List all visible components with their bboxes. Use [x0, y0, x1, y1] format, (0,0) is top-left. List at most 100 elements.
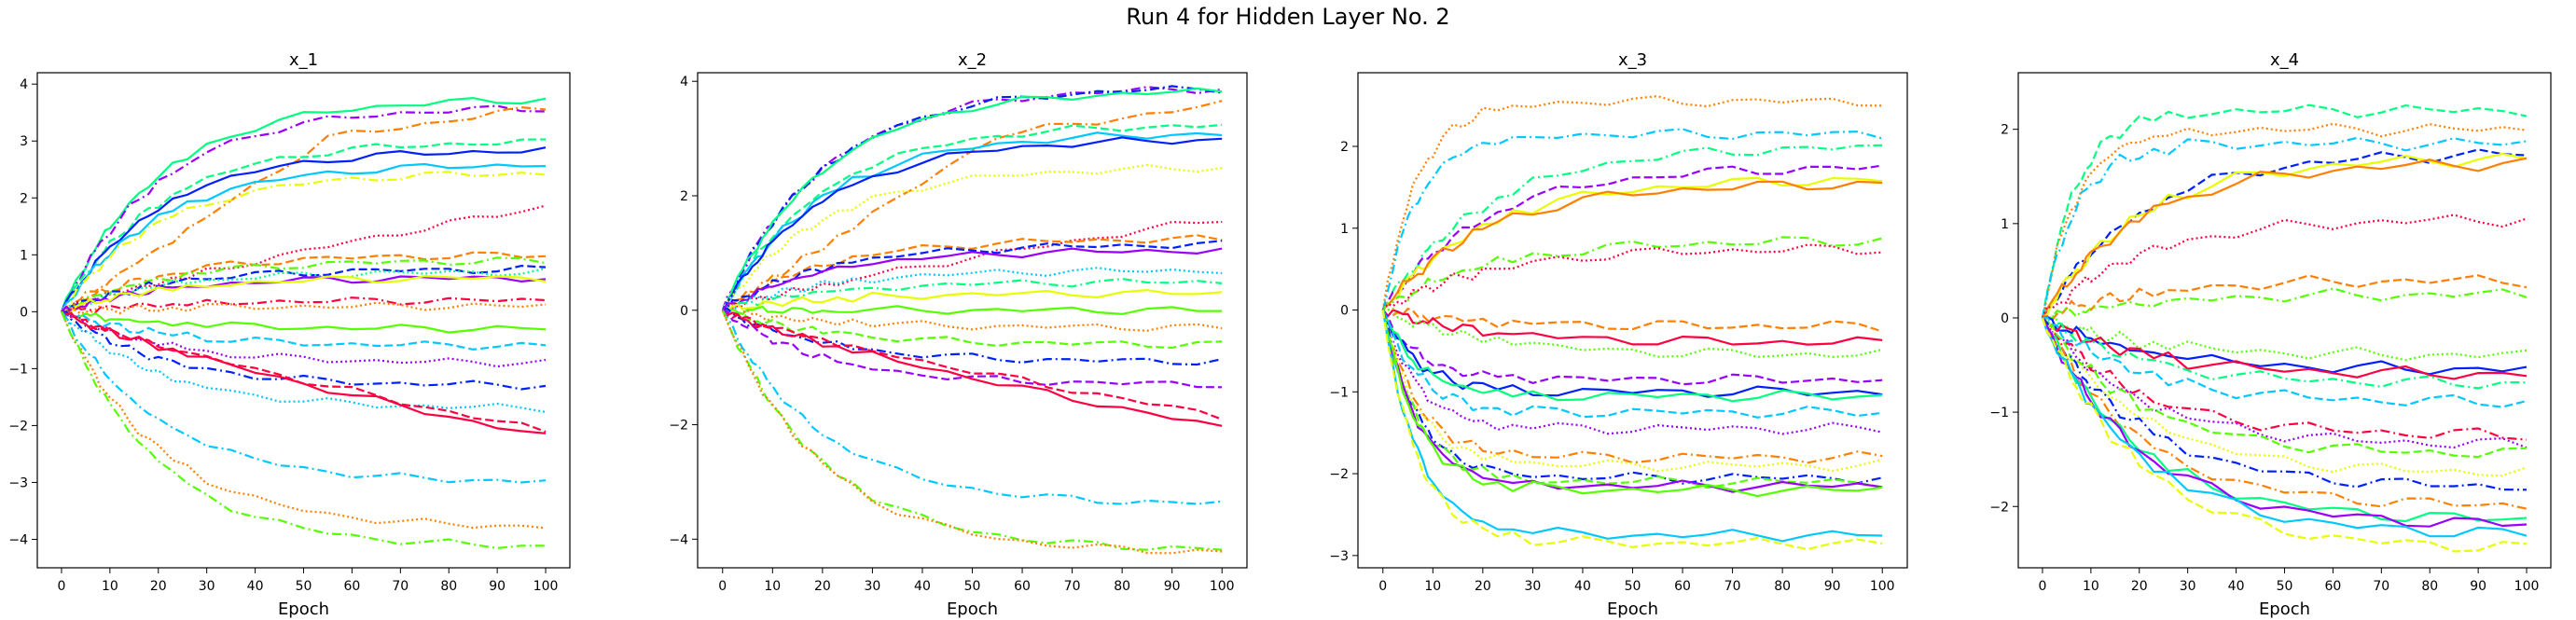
- figure-title: Run 4 for Hidden Layer No. 2: [1126, 4, 1450, 30]
- x-tick-label: 30: [864, 579, 880, 594]
- series-group: [2041, 103, 2528, 553]
- series-line-15: [1381, 310, 1883, 419]
- series-line-17: [1381, 310, 1883, 464]
- x-tick-label: 20: [1475, 579, 1491, 594]
- series-line-6: [2042, 157, 2528, 319]
- y-tick-label: −4: [8, 532, 28, 547]
- x-tick-label: 50: [296, 579, 312, 594]
- x-tick-label: 40: [2228, 579, 2245, 594]
- x-tick-label: 80: [1774, 579, 1791, 594]
- x-tick-label: 30: [2180, 579, 2196, 594]
- x-tick-label: 90: [1164, 579, 1181, 594]
- series-line-19: [722, 307, 1223, 366]
- series-line-3: [1381, 144, 1883, 311]
- x-tick-label: 0: [57, 579, 65, 594]
- series-line-10: [1381, 309, 1883, 346]
- x-tick-label: 10: [1424, 579, 1441, 594]
- series-group: [60, 96, 547, 550]
- x-tick-label: 100: [1870, 579, 1895, 594]
- series-line-3: [61, 105, 547, 314]
- y-tick-label: 1: [20, 248, 28, 263]
- x-tick-label: 10: [2083, 579, 2099, 594]
- series-line-19: [2042, 317, 2528, 491]
- series-line-9: [61, 251, 547, 313]
- y-tick-label: 2: [20, 191, 28, 206]
- series-line-23: [61, 310, 547, 434]
- series-line-20: [722, 309, 1223, 389]
- series-line-3: [2041, 136, 2528, 319]
- y-tick-label: 3: [20, 134, 28, 149]
- series-line-22: [61, 310, 547, 434]
- x-tick-label: 100: [533, 579, 559, 594]
- y-tick-label: 0: [1340, 304, 1349, 319]
- series-line-16: [61, 301, 547, 315]
- series-line-14: [61, 274, 547, 314]
- series-line-18: [1381, 310, 1883, 473]
- series-line-16: [722, 305, 1223, 316]
- x-tick-label: 0: [718, 579, 727, 594]
- series-line-13: [2042, 317, 2528, 390]
- series-line-18: [61, 310, 547, 351]
- y-tick-label: 0: [680, 304, 688, 319]
- series-line-4: [2042, 148, 2528, 319]
- x-tick-label: 70: [1724, 579, 1741, 594]
- series-line-7: [721, 136, 1223, 311]
- y-tick-label: 4: [680, 75, 688, 90]
- x-tick-label: 80: [440, 579, 457, 594]
- x-tick-label: 90: [489, 579, 506, 594]
- subplot-1: x_1 0 10 20 30 40 50 60 70 80 90 100 −4 −3 −2 −1 0 1 2 3 4 Ep…: [8, 50, 571, 619]
- series-line-6: [1382, 180, 1883, 311]
- series-line-22: [722, 310, 1223, 427]
- x-tick-label: 0: [2038, 579, 2046, 594]
- x-tick-label: 60: [1014, 579, 1031, 594]
- series-line-9: [722, 220, 1223, 311]
- subplot-2: x_2 0 10 20 30 40 50 60 70 80 90 100 −4 −2 0 2 4 Epoch: [669, 50, 1248, 619]
- series-line-18: [2042, 316, 2528, 477]
- series-line-15: [2042, 317, 2528, 441]
- x-tick-label: 0: [1378, 579, 1387, 594]
- series-line-1: [1381, 94, 1883, 310]
- y-tick-label: 4: [20, 77, 28, 92]
- series-line-8: [2042, 274, 2528, 322]
- series-line-17: [61, 310, 547, 334]
- subplot-title: x_4: [2270, 50, 2299, 70]
- series-line-21: [721, 310, 1223, 420]
- series-line-4: [722, 100, 1223, 311]
- y-tick-label: −2: [1329, 467, 1349, 482]
- series-line-11: [1382, 307, 1883, 359]
- series-line-21: [61, 310, 547, 413]
- series-line-12: [2042, 317, 2528, 380]
- y-tick-label: −2: [669, 419, 688, 434]
- subplot-4: x_4 0 10 20 30 40 50 60 70 80 90 100 −2 −1 0 1 2 Epoch: [1989, 50, 2552, 619]
- series-group: [1381, 94, 1883, 551]
- series-group: [721, 85, 1223, 555]
- subplot-title: x_1: [289, 50, 318, 70]
- series-line-7: [1381, 236, 1883, 311]
- x-tick-label: 20: [2131, 579, 2148, 594]
- plot-frame: [697, 72, 1248, 569]
- series-line-14: [2042, 316, 2528, 408]
- series-line-5: [60, 146, 547, 312]
- x-tick-label: 70: [392, 579, 409, 594]
- y-tick-label: −1: [1329, 385, 1349, 400]
- series-line-6: [61, 162, 547, 312]
- series-line-20: [61, 310, 547, 391]
- y-tick-label: −4: [669, 532, 688, 547]
- y-tick-label: −2: [1989, 500, 2009, 515]
- series-line-12: [1381, 309, 1883, 386]
- x-tick-label: 90: [2470, 579, 2486, 594]
- series-line-15: [61, 296, 547, 315]
- y-tick-label: −1: [8, 362, 28, 377]
- series-line-23: [721, 310, 1223, 505]
- x-tick-label: 30: [199, 579, 215, 594]
- x-axis-label: Epoch: [1607, 599, 1658, 619]
- series-line-8: [1381, 243, 1883, 311]
- series-line-23: [2041, 317, 2528, 538]
- series-line-8: [721, 163, 1223, 311]
- series-line-22: [1381, 310, 1883, 498]
- y-tick-label: 0: [20, 305, 28, 320]
- y-tick-label: −3: [1329, 549, 1349, 564]
- x-axis-label: Epoch: [2259, 599, 2310, 619]
- y-tick-label: 2: [680, 189, 688, 204]
- x-tick-label: 50: [1625, 579, 1641, 594]
